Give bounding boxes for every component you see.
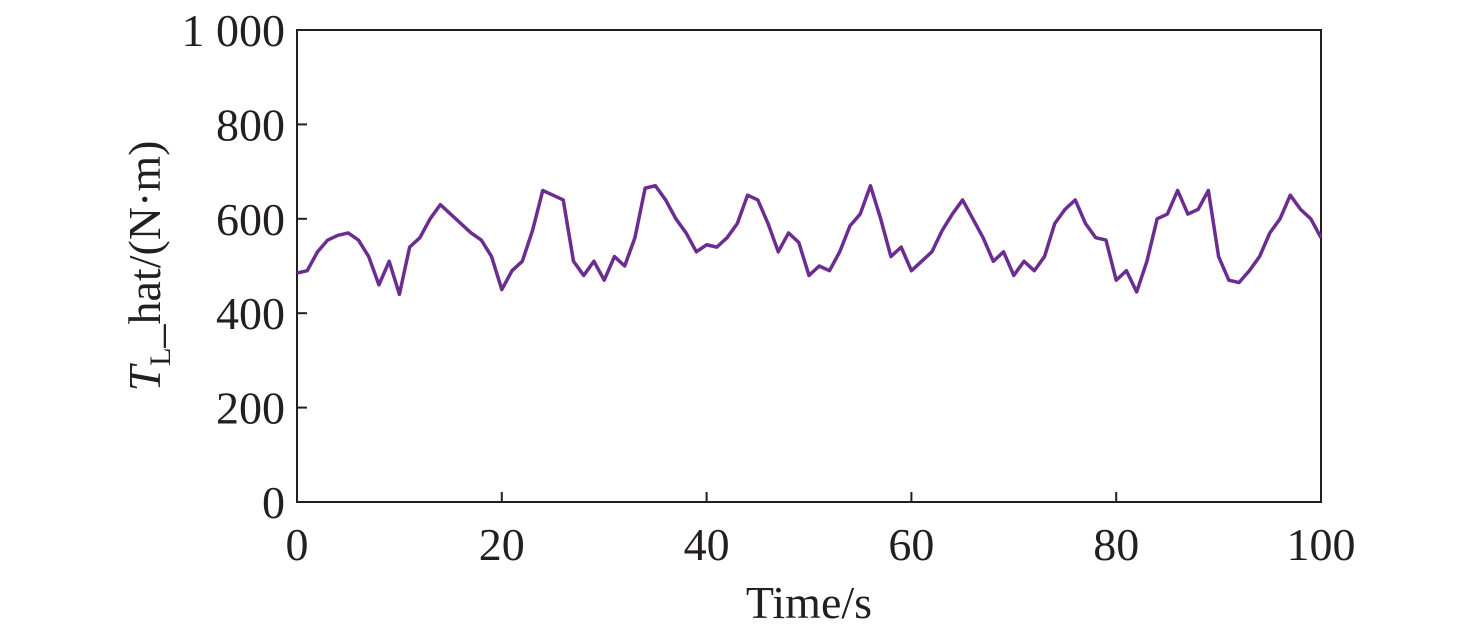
data-line xyxy=(296,184,1323,297)
x-tick-label: 40 xyxy=(684,519,730,570)
x-axis-label: Time/s xyxy=(746,577,872,628)
y-tick-label: 200 xyxy=(216,383,285,434)
y-tick-label: 800 xyxy=(216,99,285,150)
y-tick-label: 400 xyxy=(216,288,285,339)
y-label-rest: _hat/(N·m) xyxy=(119,141,170,349)
y-label-sub: L xyxy=(144,348,177,366)
x-tick-label: 60 xyxy=(888,519,934,570)
y-tick-label: 1 000 xyxy=(182,5,286,56)
y-tick-label: 0 xyxy=(262,477,285,528)
y-tick-label: 600 xyxy=(216,194,285,245)
y-axis-label: TL_hat/(N·m) xyxy=(119,141,177,392)
plot-frame xyxy=(296,29,1322,503)
y-label-main: T xyxy=(119,362,170,391)
x-tick-label: 20 xyxy=(479,519,525,570)
x-tick-label: 0 xyxy=(286,519,309,570)
x-tick-label: 80 xyxy=(1093,519,1139,570)
x-tick-label: 100 xyxy=(1287,519,1356,570)
